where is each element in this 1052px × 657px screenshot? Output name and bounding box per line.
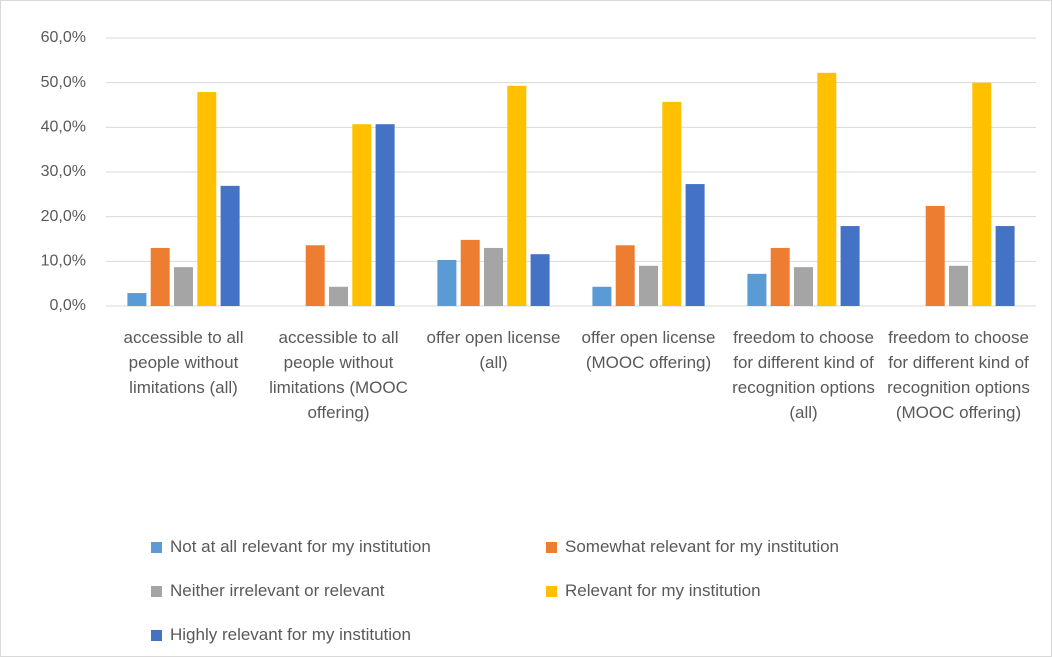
y-tick-label: 10,0% [41,253,86,270]
bar [220,185,240,306]
bar [817,72,837,306]
bar [150,247,170,306]
bar [747,273,767,306]
bar [437,259,457,306]
bar [352,124,372,306]
legend-label: Highly relevant for my institution [170,625,411,644]
x-tick-label: offer open license (all) [426,328,561,372]
bar [460,239,480,306]
bar [685,184,705,306]
legend-swatch [546,541,557,553]
bar [127,293,147,306]
legend-label: Relevant for my institution [565,581,761,600]
bar [639,265,658,306]
x-tick-label: accessible to all people without limitat… [269,328,408,422]
bar [197,92,217,307]
legend-item: Somewhat relevant for my institution [546,525,941,569]
bar [592,286,612,306]
bar [375,124,395,306]
bar [530,254,550,306]
bar [507,85,527,306]
legend-swatch [151,629,162,641]
x-tick-label: freedom to choose for different kind of … [887,328,1030,422]
bar [995,226,1015,306]
y-tick-label: 30,0% [41,163,86,180]
legend-label: Somewhat relevant for my institution [565,537,840,556]
bar [770,247,790,306]
legend: Not at all relevant for my institution So… [151,525,951,656]
legend-swatch [151,585,162,597]
legend-item: Not at all relevant for my institution [151,525,546,569]
legend-item: Neither irrelevant or relevant [151,569,546,613]
bar [484,247,503,306]
x-tick-label: freedom to choose for different kind of … [732,328,875,422]
bar [794,267,813,306]
y-tick-label: 0,0% [50,297,86,314]
bar [949,265,968,306]
legend-item: Relevant for my institution [546,569,941,613]
y-tick-label: 50,0% [41,74,86,91]
x-tick-label: accessible to all people without limitat… [123,328,244,397]
legend-label: Not at all relevant for my institution [170,537,431,556]
bar [305,245,325,306]
bar [662,101,682,306]
x-tick-label: offer open license (MOOC offering) [581,328,716,372]
bar [329,286,348,306]
y-tick-label: 20,0% [41,208,86,225]
bar [615,245,635,306]
legend-swatch [151,541,162,553]
bar [972,82,992,307]
legend-label: Neither irrelevant or relevant [170,581,385,600]
y-tick-label: 60,0% [41,29,86,46]
bar [925,205,945,306]
bar [174,267,193,306]
y-tick-label: 40,0% [41,119,86,136]
legend-swatch [546,585,557,597]
bar [840,226,860,306]
legend-item: Highly relevant for my institution [151,613,546,656]
